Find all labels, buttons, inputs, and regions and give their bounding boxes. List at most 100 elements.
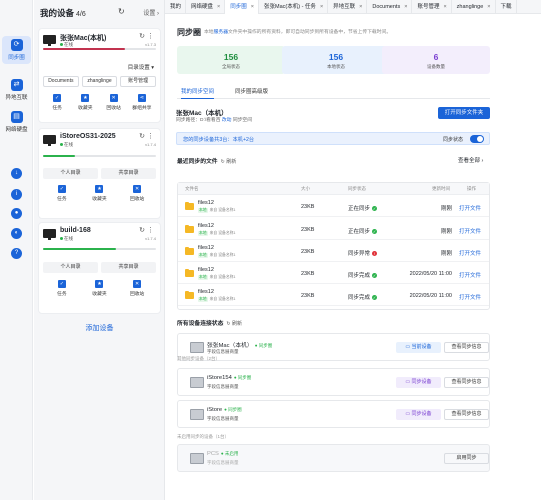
open-sync-folder-button[interactable]: 打开同步文件夹 (438, 107, 490, 119)
close-icon[interactable]: × (487, 4, 491, 10)
space-path: 同步路径：D:\看看百 改动 同步空间 (176, 116, 252, 123)
tab-item[interactable]: 同步圈 × (225, 0, 259, 14)
close-icon[interactable]: × (443, 4, 447, 10)
refresh-button[interactable]: ↻ 刷新 (226, 321, 242, 327)
view-all-link[interactable]: 查看全部 › (458, 158, 484, 164)
table-row[interactable]: files12 本地 来自 设备名称1 23KB 正在同步 ✓ 刚刚 打开文件 (178, 196, 489, 217)
file-name[interactable]: files12 (198, 289, 214, 295)
dir-tag[interactable]: 个人目录 (43, 168, 98, 179)
sync-toggle[interactable] (470, 135, 484, 143)
dir-tag[interactable]: 账号管理 (120, 76, 157, 87)
rail-item-disk[interactable]: ▤ 网络硬盘 (2, 108, 31, 136)
dir-tag[interactable]: zhanglinge (81, 76, 118, 87)
file-name[interactable]: files12 (198, 267, 214, 273)
file-name[interactable]: files12 (198, 200, 214, 206)
recent-files-title: 最近同步的文件 ↻ 刷新 (177, 156, 236, 165)
tab-item[interactable]: Documents × (367, 0, 413, 14)
subtab-advanced[interactable]: 同步圈高级版 (235, 89, 269, 95)
more-icon[interactable]: ⋮ (147, 133, 156, 140)
download-icon[interactable]: ↓ (11, 168, 22, 179)
table-row[interactable]: files12 本地 来自 设备名称1 23KB 同步异常! 刚刚 打开文件 (178, 241, 489, 262)
monitor-icon: ▭ (405, 344, 411, 350)
refresh-icon[interactable]: ↻ (118, 7, 125, 16)
open-file-link[interactable]: 打开文件 (458, 273, 481, 279)
close-icon[interactable]: × (217, 4, 221, 10)
dir-tag[interactable]: 共享目录 (101, 168, 156, 179)
monitor-icon: ▭ (405, 379, 411, 385)
more-icon[interactable]: ⋮ (147, 227, 156, 234)
tab-item[interactable]: 我的 (165, 0, 187, 14)
tab-item[interactable]: 异地互联 × (328, 0, 368, 14)
dir-tag[interactable]: 个人目录 (43, 262, 98, 273)
favorites-button[interactable]: ★ 收藏夹 (86, 280, 112, 297)
help-icon[interactable]: ? (11, 248, 22, 259)
view-sync-info-button[interactable]: 查看同步信息 (444, 342, 489, 353)
device-role-button[interactable]: ▭ 当前设备 (396, 342, 441, 353)
rail-item-remote[interactable]: ⇄ 异地互联 (2, 76, 31, 104)
tasks-button[interactable]: ✓ 任务 (49, 185, 75, 202)
rail-item-sync[interactable]: ⟳ 同步圈 (2, 36, 31, 64)
tasks-button[interactable]: ✓ 任务 (44, 94, 70, 111)
file-name[interactable]: files12 (198, 223, 214, 229)
view-sync-info-button[interactable]: 查看同步信息 (444, 409, 489, 420)
device-role-button[interactable]: ▭ 同步设备 (396, 377, 441, 388)
dir-tag[interactable]: Documents (43, 76, 79, 87)
device-card[interactable]: build-168 ↻⋮ 在线 v1.7.4 个人目录 共享目录 ✓ 任务 ★ 收藏… (38, 222, 161, 314)
devices-settings-button[interactable]: 设置 › (143, 11, 159, 17)
device-name: iStoreOS31-2025 (60, 133, 116, 140)
open-file-link[interactable]: 打开文件 (458, 251, 481, 257)
tab-item[interactable]: 网络硬盘 × (186, 0, 226, 14)
dir-settings-button[interactable]: 目录设置 ▾ (127, 65, 154, 71)
more-icon[interactable]: ⋮ (147, 33, 156, 40)
refresh-icon: ↻ (220, 159, 225, 165)
open-file-link[interactable]: 打开文件 (458, 206, 481, 212)
refresh-icon[interactable]: ↻ (139, 133, 147, 140)
close-icon[interactable]: × (250, 4, 254, 10)
file-name[interactable]: files12 (198, 245, 214, 251)
status-icon: ✓ (372, 273, 378, 279)
table-row[interactable]: files12 本地 来自 设备名称1 23KB 正在同步 ✓ 刚刚 打开文件 (178, 219, 489, 240)
device-role-button[interactable]: ▭ 同步设备 (396, 409, 441, 420)
open-file-link[interactable]: 打开文件 (458, 295, 481, 301)
folder-star-icon: ★ (95, 185, 104, 193)
refresh-icon[interactable]: ↻ (139, 33, 147, 40)
info-icon[interactable]: i (11, 189, 22, 200)
group-share-button[interactable]: ⋖ 群组共享 (129, 94, 155, 111)
theme-icon[interactable]: ◐ (11, 228, 22, 239)
tab-item[interactable]: zhanglinge × (452, 0, 496, 14)
device-card[interactable]: 张张Mac(本机) ↻⋮ 在线 v1.7.3 目录设置 ▾ Documents … (38, 28, 161, 123)
tab-item[interactable]: 张张Mac(本机) - 任务 × (259, 0, 329, 14)
device-link-status-text: 未启用 (224, 451, 239, 456)
refresh-button[interactable]: ↻ 刷新 (221, 159, 237, 165)
favorites-button[interactable]: ★ 收藏夹 (86, 185, 112, 202)
subtitle-link[interactable]: 服务器 (213, 30, 229, 35)
close-icon[interactable]: × (404, 4, 408, 10)
sync-status: 正在同步 ✓ (348, 204, 378, 212)
share-icon: ⋖ (137, 94, 146, 102)
rail-item-label: 异地互联 (5, 95, 28, 101)
table-row[interactable]: files12 本地 来自 设备名称1 23KB 同步完成 ✓ 2022/05/20 11:… (178, 263, 489, 284)
tab-item[interactable]: 下载 (496, 0, 517, 14)
recycle-bin-button[interactable]: ✕ 回收站 (101, 94, 127, 111)
subtab-my-space[interactable]: 我的同步空间 (181, 87, 215, 99)
add-device-button[interactable]: 添加设备 (85, 325, 114, 332)
recycle-bin-button[interactable]: ✕ 回收站 (124, 280, 150, 297)
tab-item[interactable]: 账号管理 × (412, 0, 452, 14)
device-name: 张张Mac(本机) (60, 35, 107, 42)
action-label: 任务 (52, 106, 62, 111)
dir-tag[interactable]: 共享目录 (101, 262, 156, 273)
enable-sync-button[interactable]: 启用同步 (444, 453, 489, 464)
recycle-bin-button[interactable]: ✕ 回收站 (124, 185, 150, 202)
refresh-icon[interactable]: ↻ (139, 227, 147, 234)
table-row[interactable]: files12 本地 来自 设备名称1 23KB 同步完成 ✓ 2022/05/20 11:… (178, 285, 489, 306)
favorites-button[interactable]: ★ 收藏夹 (72, 94, 98, 111)
device-card[interactable]: iStoreOS31-2025 ↻⋮ 在线 v1.7.4 个人目录 共享目录 ✓… (38, 128, 161, 219)
tasks-button[interactable]: ✓ 任务 (49, 280, 75, 297)
path-change-link[interactable]: 改动 (221, 118, 232, 123)
close-icon[interactable]: × (359, 4, 363, 10)
user-icon[interactable]: ● (11, 208, 22, 219)
close-icon[interactable]: × (319, 4, 324, 10)
device-status: 在线 (60, 236, 73, 242)
view-sync-info-button[interactable]: 查看同步信息 (444, 377, 489, 388)
open-file-link[interactable]: 打开文件 (458, 229, 481, 235)
